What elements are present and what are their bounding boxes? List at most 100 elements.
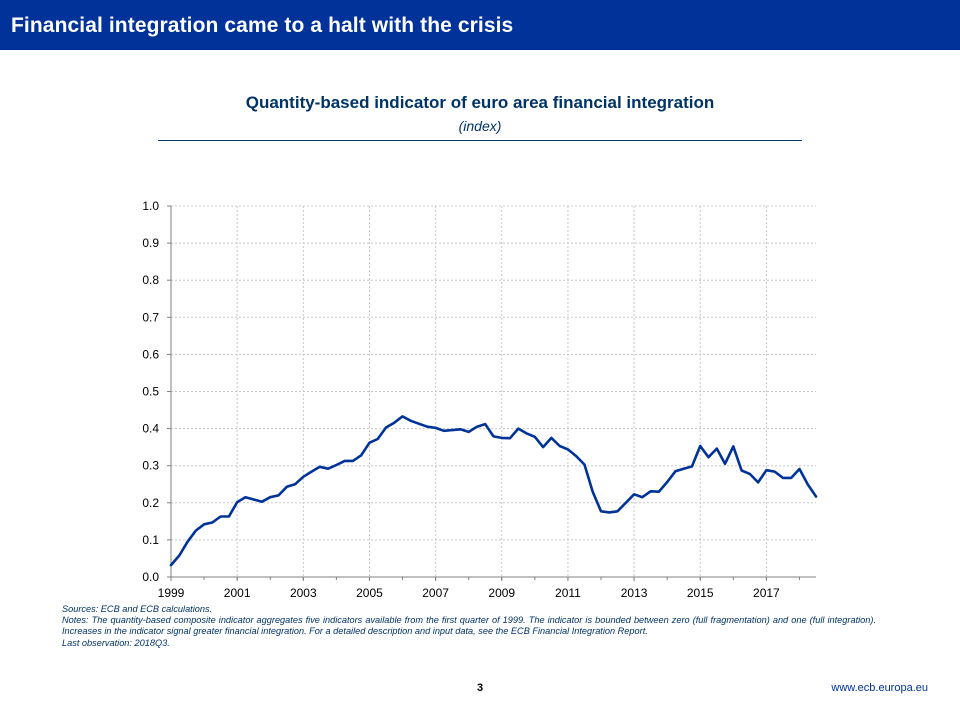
data-point — [327, 467, 330, 470]
slide-title: Financial integration came to a halt wit… — [11, 14, 514, 37]
line-chart: 0.0 0.1 0.2 0.3 0.4 0.5 0.6 0.7 0.8 0.9 1.0 1999 20… — [142, 199, 818, 600]
data-point — [236, 501, 239, 504]
data-point — [641, 496, 644, 499]
data-point — [269, 496, 272, 499]
data-point — [525, 432, 528, 435]
data-point — [583, 463, 586, 466]
data-point — [360, 454, 363, 457]
data-point — [368, 441, 371, 444]
y-tick-label: 0.7 — [142, 310, 159, 324]
x-tick-label: 2017 — [753, 586, 780, 600]
data-point — [285, 486, 288, 489]
title-divider — [158, 140, 802, 141]
data-point — [633, 493, 636, 496]
page-number: 3 — [476, 682, 484, 694]
data-point — [674, 470, 677, 473]
data-point — [575, 455, 578, 458]
y-tick-label: 1.0 — [142, 199, 159, 213]
x-tick-label: 2009 — [488, 586, 515, 600]
data-point — [765, 469, 768, 472]
data-point — [476, 425, 479, 428]
last-observation-note: Last observation: 2018Q3. — [62, 637, 170, 648]
data-point — [195, 529, 198, 532]
data-point — [616, 510, 619, 513]
data-point — [277, 494, 280, 497]
data-point — [500, 437, 503, 440]
data-point — [443, 430, 446, 433]
data-point — [310, 470, 313, 473]
x-tick-label: 2015 — [687, 586, 714, 600]
data-point — [815, 495, 818, 498]
data-point — [773, 470, 776, 473]
data-point — [484, 423, 487, 426]
x-tick-label: 1999 — [158, 586, 185, 600]
data-point — [385, 426, 388, 429]
series-line — [169, 415, 818, 567]
data-point — [252, 498, 255, 501]
data-point — [434, 427, 437, 430]
data-point — [451, 429, 454, 432]
data-point — [591, 490, 594, 493]
data-point — [517, 427, 520, 430]
data-point — [707, 456, 710, 459]
data-point — [410, 420, 413, 423]
data-point — [302, 476, 305, 479]
y-tick-label: 0.9 — [142, 236, 159, 250]
data-point — [682, 467, 685, 470]
data-point — [658, 490, 661, 493]
data-point — [509, 437, 512, 440]
chart-axes — [167, 205, 816, 581]
data-point — [691, 465, 694, 468]
data-point — [352, 460, 355, 463]
data-point — [203, 523, 206, 526]
data-point — [806, 483, 809, 486]
data-point — [426, 425, 429, 428]
chart-notes: Sources: ECB and ECB calculations. Notes… — [62, 604, 876, 649]
data-point — [757, 481, 760, 484]
data-point — [749, 473, 752, 476]
data-point — [219, 515, 222, 518]
data-point — [649, 490, 652, 493]
website-link[interactable]: www.ecb.europa.eu — [831, 682, 928, 694]
y-tick-label: 0.4 — [142, 422, 159, 436]
data-point — [534, 435, 537, 438]
chart-grid — [171, 205, 816, 577]
data-point — [492, 435, 495, 438]
data-point — [459, 428, 462, 431]
x-tick-label: 2013 — [621, 586, 648, 600]
y-tick-label: 0.1 — [142, 533, 159, 547]
data-point — [699, 445, 702, 448]
y-tick-label: 0.6 — [142, 347, 159, 361]
data-point — [376, 438, 379, 441]
data-point — [335, 464, 338, 467]
data-point — [567, 448, 570, 451]
x-tick-label: 2001 — [224, 586, 251, 600]
data-point — [343, 460, 346, 463]
data-point — [625, 502, 628, 505]
x-tick-label: 2007 — [422, 586, 449, 600]
data-point — [228, 515, 231, 518]
x-tick-label: 2005 — [356, 586, 383, 600]
chart-title: Quantity-based indicator of euro area fi… — [245, 93, 715, 112]
slide-header: Financial integration came to a halt wit… — [0, 0, 960, 50]
data-point — [798, 468, 801, 471]
data-point — [558, 445, 561, 448]
data-point — [467, 431, 470, 434]
chart-subtitle: (index) — [458, 118, 502, 134]
data-point — [418, 422, 421, 425]
x-axis-ticks: 1999 2001 2003 2005 2007 2009 2011 2013 2015 2017 — [158, 586, 780, 600]
y-tick-label: 0.0 — [142, 570, 159, 584]
data-point — [261, 500, 264, 503]
data-point — [170, 564, 173, 567]
data-point — [790, 477, 793, 480]
y-tick-label: 0.3 — [142, 459, 159, 473]
data-point — [401, 415, 404, 418]
data-point — [186, 540, 189, 543]
data-point — [724, 463, 727, 466]
sources-note: Sources: ECB and ECB calculations. — [62, 604, 213, 614]
data-point — [715, 447, 718, 450]
data-point — [666, 481, 669, 484]
y-tick-label: 0.8 — [142, 273, 159, 287]
data-point — [740, 469, 743, 472]
data-point — [732, 445, 735, 448]
